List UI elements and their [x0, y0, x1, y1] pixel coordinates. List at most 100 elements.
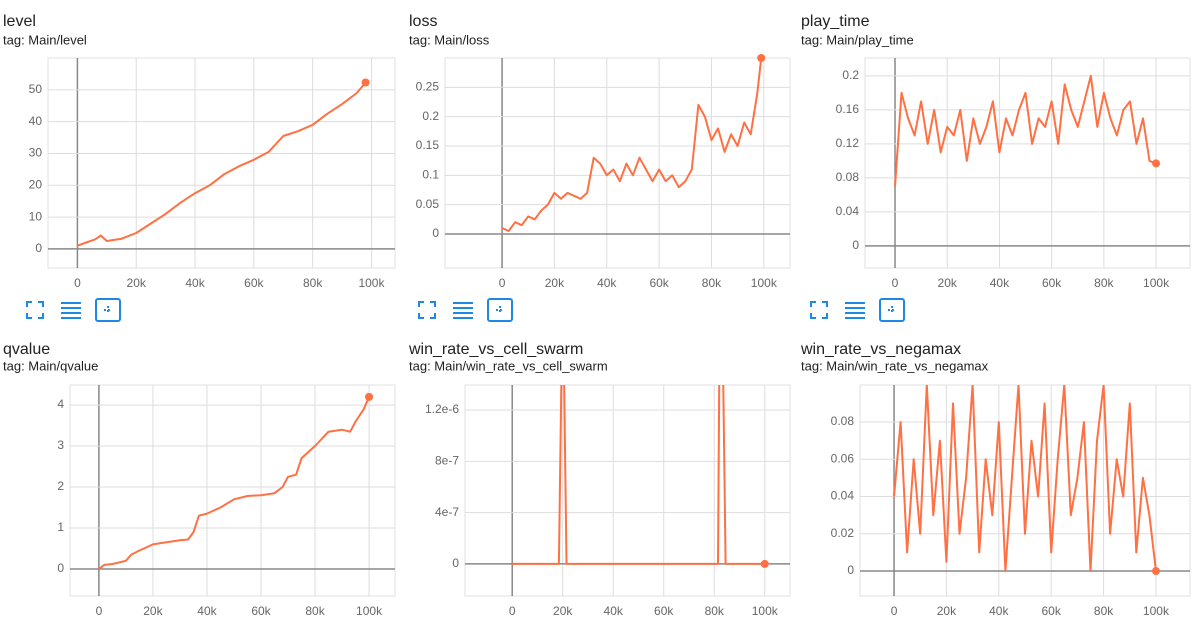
plot-area	[444, 57, 791, 269]
x-tick-label: 0	[891, 604, 898, 618]
y-tick-label: 0	[432, 226, 439, 240]
x-tick-label: 20k	[553, 604, 573, 618]
y-tick-label: 0.08	[836, 170, 860, 184]
y-tick-label: 0	[847, 563, 854, 577]
x-tick-label: 40k	[197, 604, 217, 618]
x-tick-label: 0	[509, 604, 516, 618]
x-tick-label: 40k	[604, 604, 624, 618]
x-tick-label: 80k	[1094, 604, 1114, 618]
x-tick-label: 40k	[597, 276, 617, 290]
x-tick-label: 20k	[545, 276, 565, 290]
x-tick-label: 80k	[702, 276, 722, 290]
y-tick-label: 0.05	[416, 197, 440, 211]
x-tick-label: 60k	[244, 276, 264, 290]
x-tick-label: 40k	[990, 276, 1010, 290]
chart-tag: tag: Main/play_time	[801, 32, 914, 47]
chart-tag: tag: Main/level	[3, 32, 87, 47]
x-tick-label: 80k	[303, 276, 323, 290]
y-tick-label: 0.08	[831, 414, 855, 428]
y-tick-label: 20	[29, 177, 43, 191]
plot-area	[69, 384, 396, 597]
plot-area	[47, 57, 396, 269]
y-tick-label: 0	[452, 556, 459, 570]
y-tick-label: 0.04	[836, 204, 860, 218]
series-line	[77, 81, 367, 247]
y-tick-label: 0	[35, 241, 42, 255]
y-tick-label: 0.1	[422, 167, 439, 181]
y-tick-label: 0.25	[416, 80, 440, 94]
x-tick-label: 60k	[251, 604, 271, 618]
x-tick-label: 100k	[751, 276, 778, 290]
toggle-log-icon[interactable]	[453, 302, 473, 319]
x-tick-label: 20k	[938, 276, 958, 290]
last-point	[757, 54, 766, 62]
toggle-log-icon[interactable]	[845, 302, 865, 319]
y-tick-label: 0.04	[831, 489, 855, 503]
plot-area	[864, 57, 1191, 269]
y-tick-label: 0.02	[831, 526, 855, 540]
y-tick-label: 0.2	[422, 109, 439, 123]
series-line	[501, 58, 763, 232]
y-tick-label: 1	[57, 520, 64, 534]
series-line	[894, 74, 1157, 187]
chart-title: loss	[409, 13, 437, 30]
y-tick-label: 1.2e-6	[425, 402, 459, 416]
x-tick-label: 80k	[705, 604, 725, 618]
chart-title: win_rate_vs_cell_swarm	[408, 341, 583, 358]
y-tick-label: 3	[57, 438, 64, 452]
x-tick-label: 60k	[649, 276, 669, 290]
x-tick-label: 100k	[358, 276, 385, 290]
fullscreen-icon[interactable]	[418, 301, 436, 319]
x-tick-label: 20k	[143, 604, 163, 618]
card-toolbar	[26, 298, 905, 322]
series-line	[893, 385, 1157, 572]
y-tick-label: 4e-7	[435, 505, 459, 519]
chart-tag: tag: Main/qvalue	[3, 358, 98, 373]
x-tick-label: 80k	[1094, 276, 1114, 290]
fullscreen-icon[interactable]	[26, 301, 44, 319]
last-point	[1151, 567, 1160, 576]
y-tick-label: 0.06	[831, 451, 855, 465]
plot-area	[464, 384, 791, 597]
chart-tag: tag: Main/win_rate_vs_cell_swarm	[409, 358, 608, 373]
x-tick-label: 100k	[752, 604, 779, 618]
last-point	[365, 392, 374, 401]
last-point	[361, 78, 370, 87]
fit-domain-icon[interactable]	[95, 298, 121, 322]
toggle-log-icon[interactable]	[61, 302, 81, 319]
chart-tag: tag: Main/win_rate_vs_negamax	[801, 358, 989, 373]
fullscreen-icon[interactable]	[810, 301, 828, 319]
x-tick-label: 100k	[1143, 604, 1170, 618]
x-tick-label: 0	[892, 276, 899, 290]
y-tick-label: 30	[29, 146, 43, 160]
y-tick-label: 4	[57, 397, 64, 411]
x-tick-label: 80k	[305, 604, 325, 618]
y-tick-label: 0.16	[836, 102, 860, 116]
x-tick-label: 60k	[1042, 604, 1062, 618]
x-tick-label: 100k	[356, 604, 383, 618]
y-tick-label: 0	[57, 561, 64, 575]
fit-domain-icon[interactable]	[487, 298, 513, 322]
y-tick-label: 10	[29, 209, 43, 223]
last-point	[1152, 159, 1161, 168]
x-tick-label: 40k	[989, 604, 1009, 618]
chart-tag: tag: Main/loss	[409, 32, 490, 47]
y-tick-label: 8e-7	[435, 453, 459, 467]
chart-title: level	[3, 13, 36, 30]
y-tick-label: 40	[29, 114, 43, 128]
y-tick-label: 50	[29, 82, 43, 96]
y-tick-label: 0	[852, 238, 859, 252]
x-tick-label: 20k	[937, 604, 957, 618]
chart-title: win_rate_vs_negamax	[800, 341, 961, 358]
chart-title: qvalue	[3, 341, 50, 358]
x-tick-label: 60k	[654, 604, 674, 618]
y-tick-label: 0.2	[842, 68, 859, 82]
fit-domain-icon[interactable]	[879, 298, 905, 322]
x-tick-label: 0	[74, 276, 81, 290]
x-tick-label: 20k	[127, 276, 147, 290]
last-point	[760, 559, 769, 568]
chart-title: play_time	[801, 13, 870, 30]
plot-area	[859, 384, 1191, 597]
